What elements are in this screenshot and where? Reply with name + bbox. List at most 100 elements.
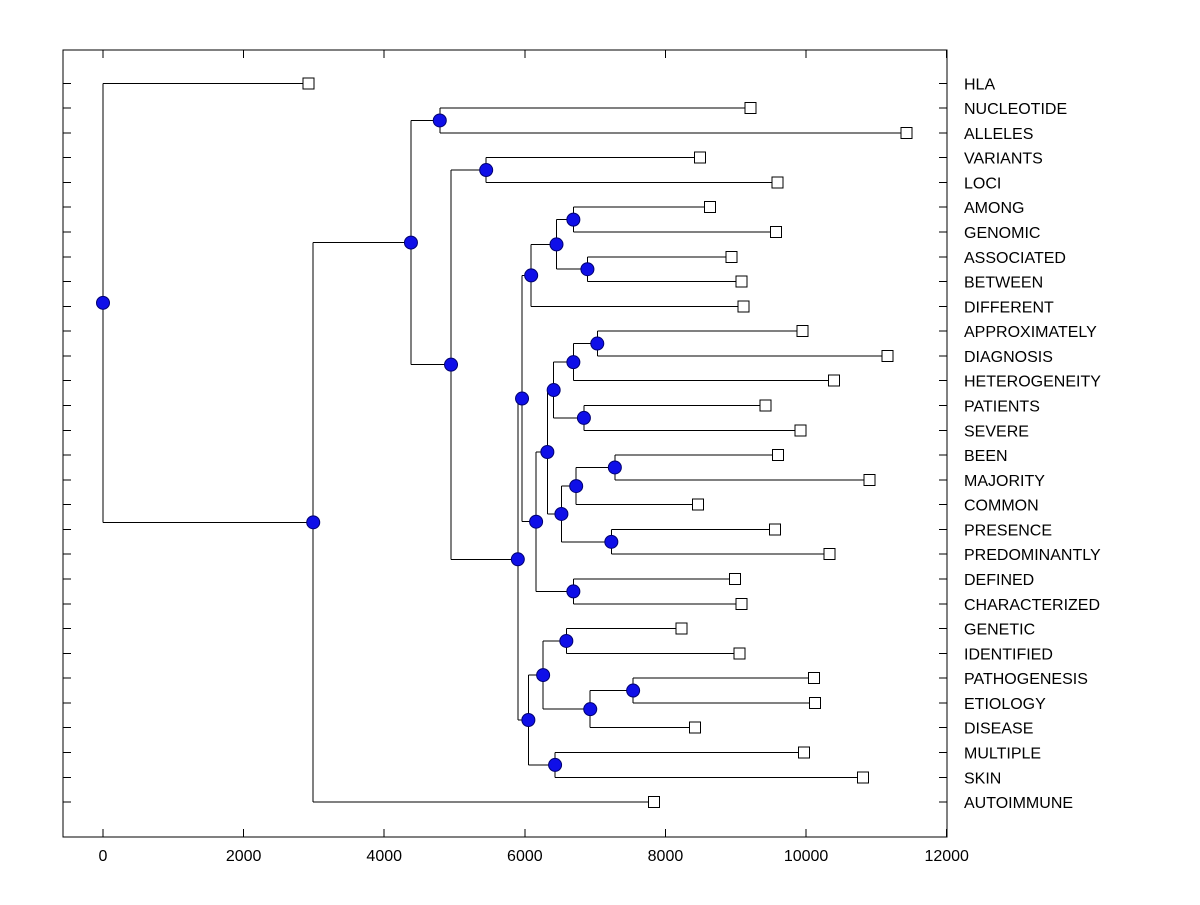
x-tick-label: 2000 [226,848,262,865]
leaf-label: AMONG [964,200,1024,217]
leaf-label: GENETIC [964,622,1035,639]
leaf-marker [794,424,807,437]
tree-node-markers [96,113,641,772]
leaf-marker [675,622,688,635]
tree-node-marker [590,336,605,351]
leaf-label: NUCLEOTIDE [964,101,1067,118]
leaf-marker [735,275,748,288]
tree-node-marker [566,584,581,599]
tree-node-marker [444,357,459,372]
leaf-marker [796,325,809,338]
tree-node-marker [529,514,544,529]
tree-node-marker [524,268,539,283]
leaf-label: DEFINED [964,572,1034,589]
leaf-label: AUTOIMMUNE [964,795,1073,812]
x-tick-label: 8000 [648,848,684,865]
tree-node-marker [403,235,418,250]
x-tick-label: 4000 [366,848,402,865]
tree-node-marker [566,355,581,370]
tree-node-marker [607,460,622,475]
leaf-marker [688,721,701,734]
leaf-label: PATHOGENESIS [964,671,1088,688]
tree-node-marker [604,534,619,549]
x-tick-label: 0 [99,848,108,865]
leaf-label: GENOMIC [964,225,1040,242]
tree-node-marker [576,410,591,425]
leaf-marker [857,771,870,784]
tree-node-marker [510,552,525,567]
tree-node-marker [548,757,563,772]
leaf-label: DIAGNOSIS [964,349,1053,366]
tree-node-marker [432,113,447,128]
tree-node-marker [549,237,564,252]
leaf-label: MAJORITY [964,473,1045,490]
tree-branches [102,82,907,803]
leaf-label: HETEROGENEITY [964,374,1101,391]
leaf-label: BETWEEN [964,275,1043,292]
tree-node-marker [580,262,595,277]
x-tick-label: 10000 [784,848,829,865]
leaf-marker [725,250,738,263]
leaf-label: COMMON [964,498,1039,515]
plot-border [62,49,948,838]
leaf-label: APPROXIMATELY [964,324,1097,341]
leaf-label: BEEN [964,448,1008,465]
leaf-marker [828,374,841,387]
leaf-label: DISEASE [964,721,1033,738]
leaf-label: SEVERE [964,423,1029,440]
tree-node-marker [554,506,569,521]
leaf-label: PREDOMINANTLY [964,547,1101,564]
leaf-label: PATIENTS [964,399,1040,416]
leaf-label: ASSOCIATED [964,250,1066,267]
leaf-marker [729,573,742,586]
leaf-marker [703,201,716,214]
leaf-marker [735,597,748,610]
tree-node-marker [559,633,574,648]
leaf-marker [771,449,784,462]
tree-node-marker [569,479,584,494]
x-axis-tick-labels: 0 2000 4000 6000 8000 10000 12000 [99,848,969,865]
leaf-label: IDENTIFIED [964,646,1053,663]
leaf-marker [759,399,772,412]
leaf-marker [900,126,913,139]
leaf-label: MULTIPLE [964,746,1041,763]
leaf-label: CHARACTERIZED [964,597,1100,614]
leaf-label: DIFFERENT [964,299,1054,316]
leaf-label: SKIN [964,770,1001,787]
leaf-marker [881,349,894,362]
leaf-label: LOCI [964,175,1001,192]
leaf-label: VARIANTS [964,151,1043,168]
leaf-marker [691,498,704,511]
leaf-marker [733,647,746,660]
leaf-label: PRESENCE [964,522,1052,539]
leaf-label: ETIOLOGY [964,696,1046,713]
leaf-marker [648,796,661,809]
tree-node-marker [566,212,581,227]
tree-node-marker [515,391,530,406]
x-tick-label: 6000 [507,848,543,865]
axes-box [62,49,948,838]
leaf-marker [807,672,820,685]
leaf-marker [693,151,706,164]
tree-node-marker [521,712,536,727]
leaf-marker [771,176,784,189]
leaf-label: HLA [964,76,995,93]
leaf-marker [823,548,836,561]
tree-node-marker [306,515,321,530]
tree-node-marker [546,383,561,398]
leaf-marker [809,696,822,709]
tree-node-marker [479,163,494,178]
leaf-markers [302,77,913,809]
leaf-label: ALLELES [964,126,1033,143]
leaf-marker [744,102,757,115]
leaf-marker [737,300,750,313]
tree-node-marker [536,668,551,683]
x-tick-label: 12000 [924,848,969,865]
leaf-marker [797,746,810,759]
tree-node-marker [96,295,110,310]
tree-node-marker [540,444,555,459]
leaf-marker [863,473,876,486]
leaf-marker [302,77,315,90]
